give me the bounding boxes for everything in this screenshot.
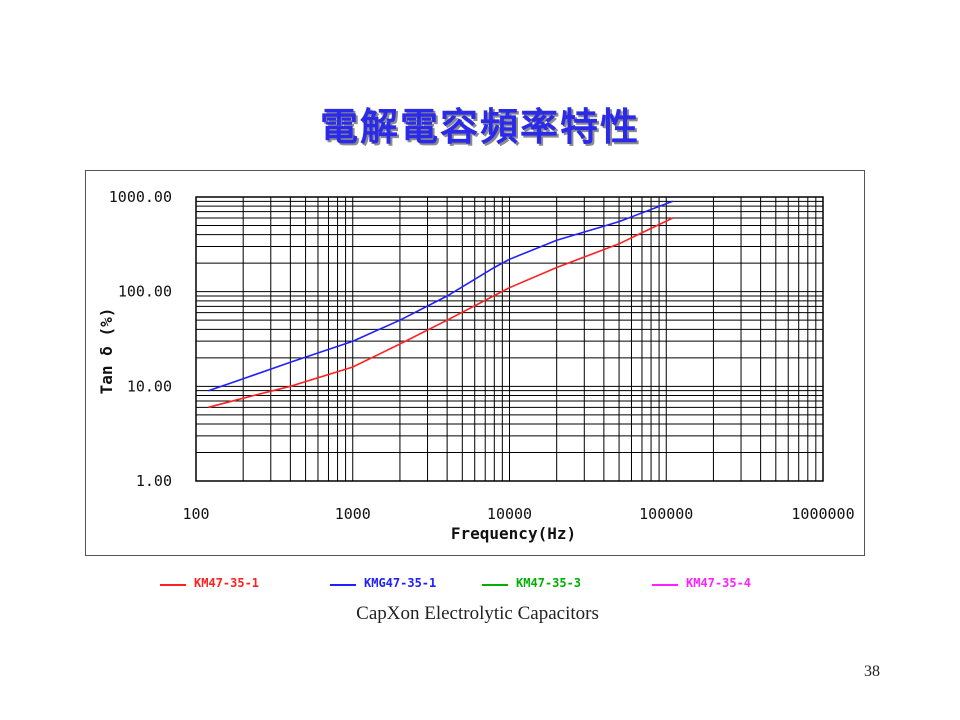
legend-swatch bbox=[160, 584, 186, 586]
y-tick-label: 1.00 bbox=[136, 472, 172, 490]
y-tick-label: 10.00 bbox=[127, 377, 172, 395]
plot-border bbox=[195, 196, 824, 482]
legend-swatch bbox=[652, 584, 678, 586]
legend-label: KM47-35-3 bbox=[516, 576, 582, 590]
x-tick-label: 100 bbox=[182, 505, 209, 523]
x-tick-label: 10000 bbox=[487, 505, 532, 523]
x-tick-label: 1000000 bbox=[791, 505, 854, 523]
legend-label: KM47-35-1 bbox=[194, 576, 260, 590]
slide-title: 電解電容頻率特性 bbox=[319, 105, 640, 149]
legend-label: KM47-35-4 bbox=[686, 576, 752, 590]
series-line bbox=[208, 200, 673, 392]
chart-frame: 1.00 10.00 100.00 1000.00 100 1000 10000 100000… bbox=[85, 170, 865, 556]
legend: KM47-35-1 KMG47-35-1 KM47-35-3 KM47-35-4 bbox=[160, 574, 800, 594]
y-axis-title: Tan δ (%) bbox=[97, 308, 116, 395]
page-number: 38 bbox=[864, 663, 880, 680]
x-tick-label: 100000 bbox=[639, 505, 693, 523]
y-tick-label: 1000.00 bbox=[109, 188, 172, 206]
x-tick-label: 1000 bbox=[335, 505, 371, 523]
chart-caption: CapXon Electrolytic Capacitors bbox=[356, 603, 599, 624]
legend-label: KMG47-35-1 bbox=[364, 576, 437, 590]
chart: 1.00 10.00 100.00 1000.00 100 1000 10000 100000… bbox=[97, 188, 855, 543]
x-axis-title: Frequency(Hz) bbox=[451, 524, 576, 543]
legend-swatch bbox=[330, 584, 356, 586]
y-tick-label: 100.00 bbox=[118, 283, 172, 301]
series-line bbox=[208, 217, 674, 409]
legend-swatch bbox=[482, 584, 508, 586]
